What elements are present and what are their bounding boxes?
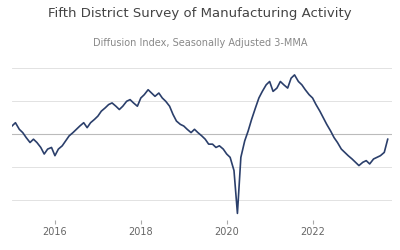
Text: Fifth District Survey of Manufacturing Activity: Fifth District Survey of Manufacturing A… <box>48 8 352 20</box>
Text: Diffusion Index, Seasonally Adjusted 3-MMA: Diffusion Index, Seasonally Adjusted 3-M… <box>93 38 307 48</box>
